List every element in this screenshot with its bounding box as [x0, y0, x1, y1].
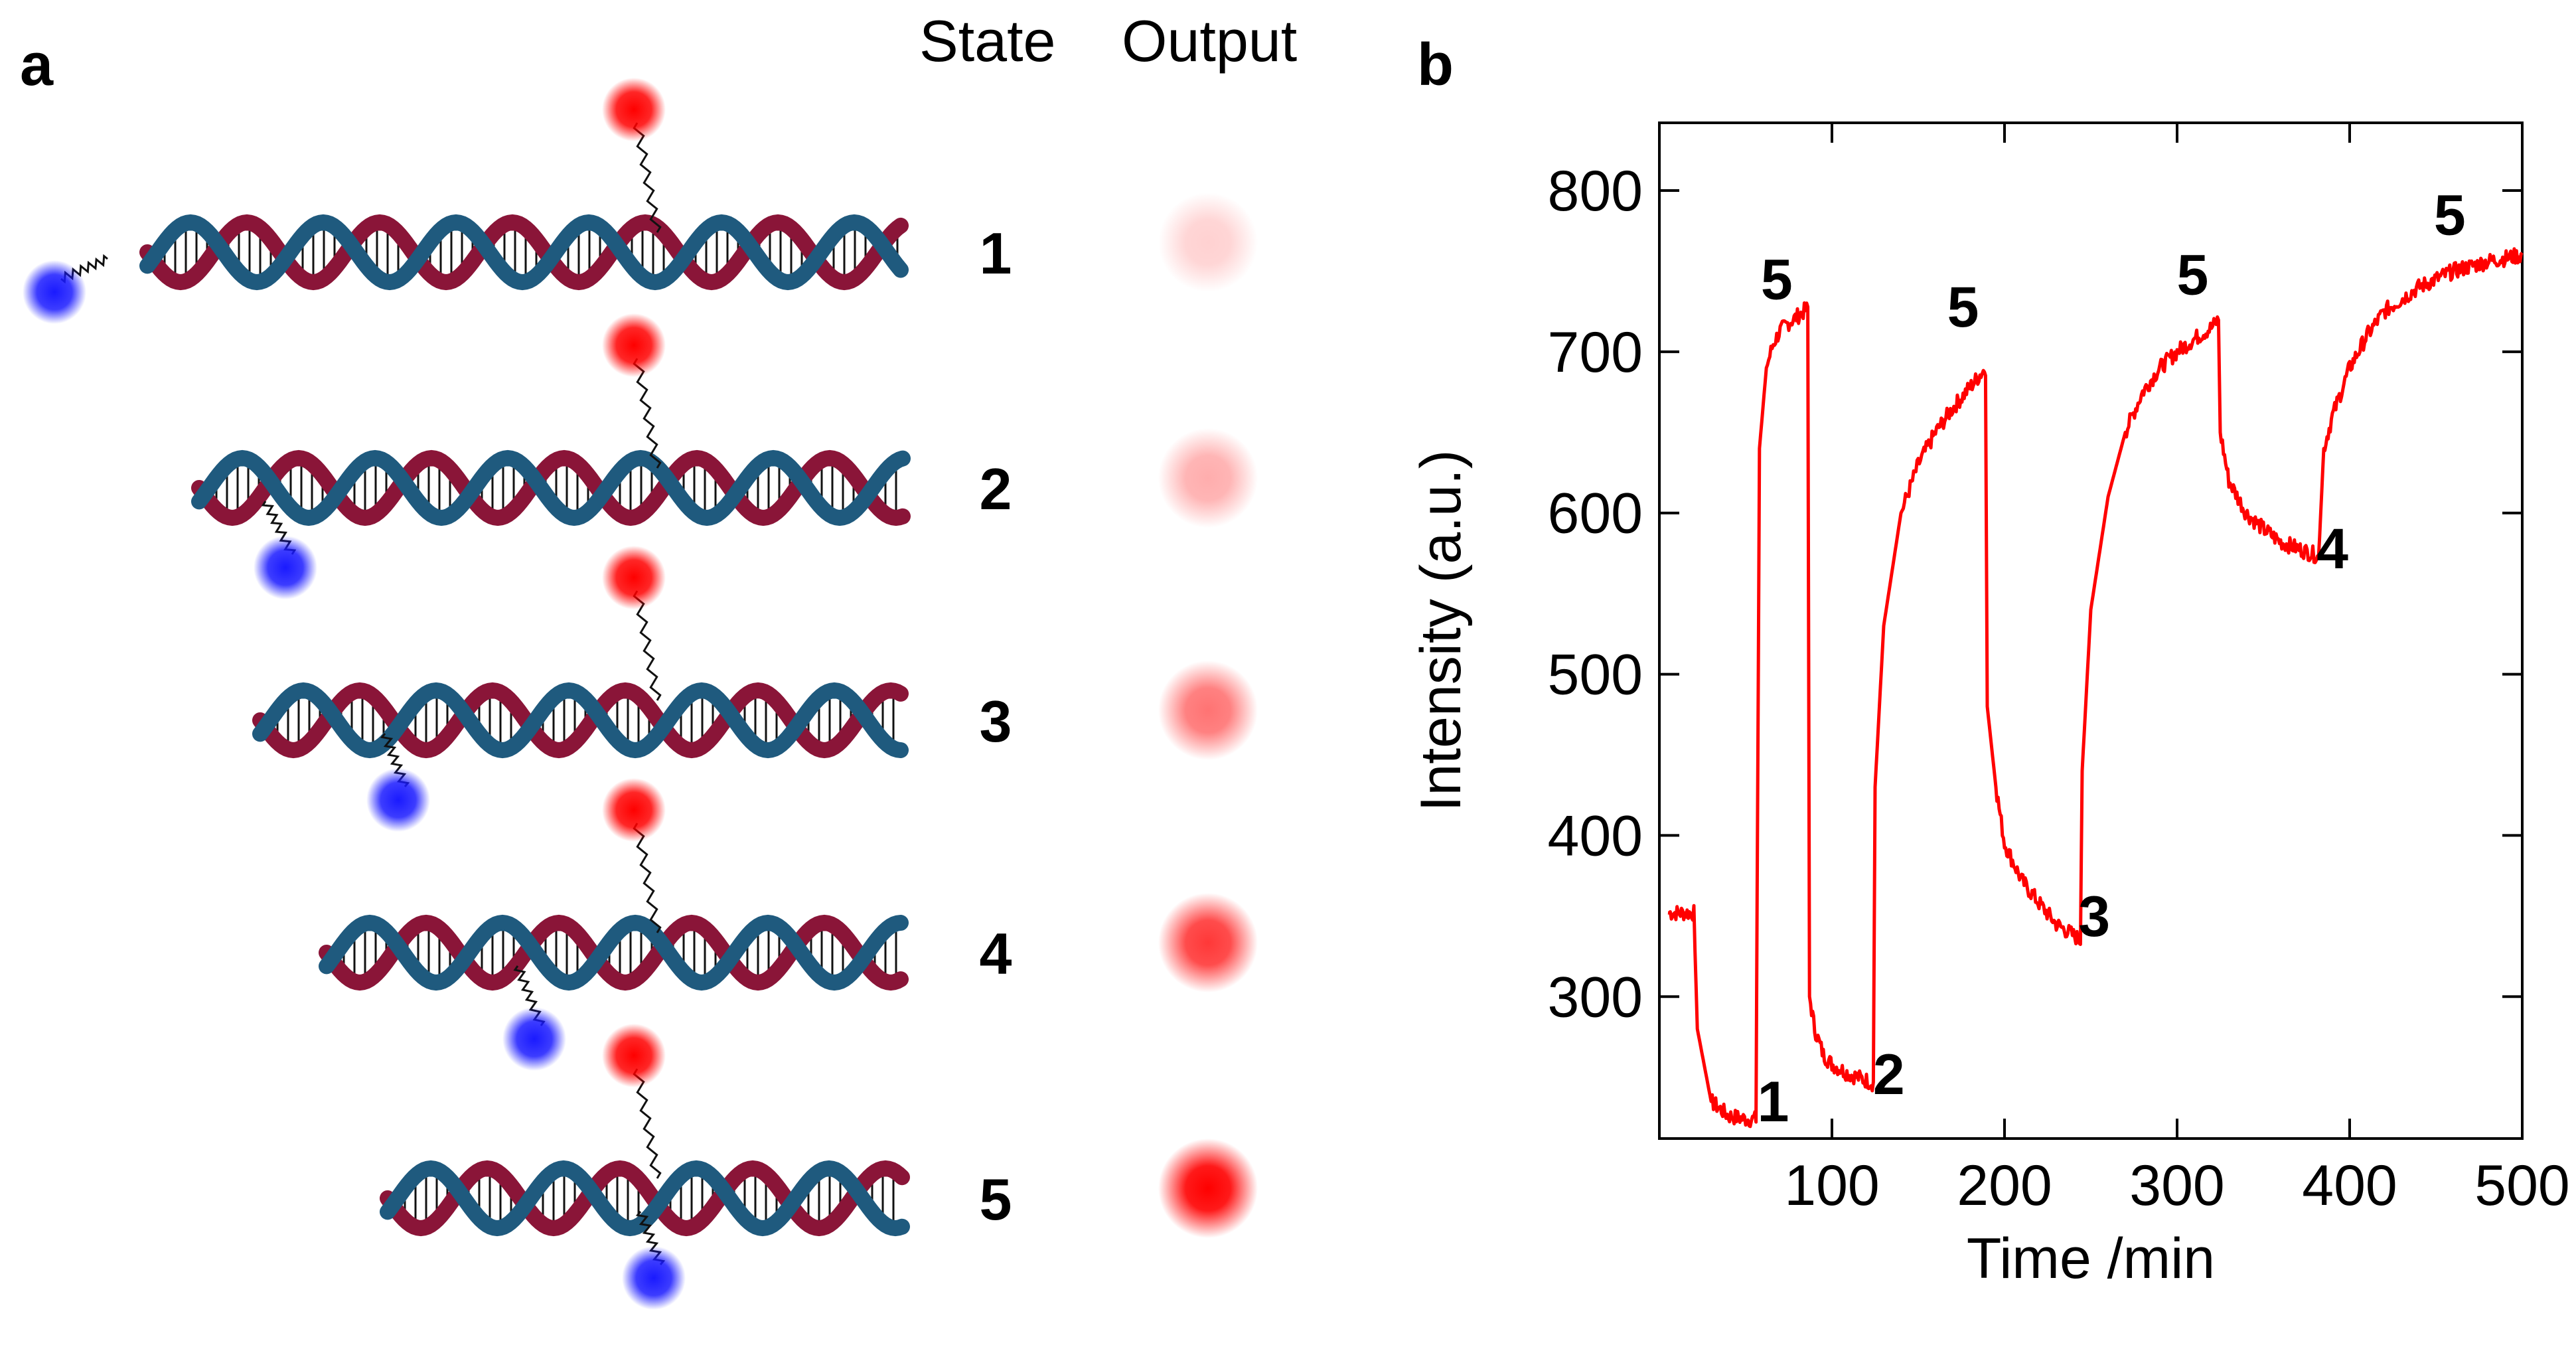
x-tick-label: 100: [1784, 1154, 1880, 1218]
state-row-3: 3: [252, 546, 1258, 832]
state-annotation: 5: [1947, 276, 1979, 339]
output-glow: [1158, 893, 1258, 992]
state-number: 2: [980, 456, 1012, 522]
linker: [633, 823, 662, 933]
dna-strand: [139, 214, 909, 291]
quencher-dot: [366, 768, 430, 832]
x-tick-label: 400: [2302, 1154, 2397, 1218]
state-annotation: 2: [1873, 1043, 1905, 1107]
x-tick-label: 300: [2129, 1154, 2225, 1218]
state-number: 3: [980, 688, 1012, 754]
dna-strand: [319, 914, 909, 991]
state-annotation: 3: [2078, 885, 2110, 949]
fluorophore-dot: [602, 1024, 666, 1087]
y-tick-label: 700: [1548, 321, 1643, 384]
dna-strand: [380, 1160, 910, 1237]
state-annotation: 5: [1761, 248, 1793, 312]
x-tick-label: 200: [1957, 1154, 2052, 1218]
dna-strand: [252, 682, 909, 759]
y-tick-label: 600: [1548, 482, 1643, 546]
fluorophore-dot: [602, 778, 666, 842]
state-number: 4: [980, 921, 1012, 987]
state-annotation: 4: [2316, 517, 2348, 581]
state-row-5: 5: [380, 1024, 1258, 1310]
dna-strand: [191, 449, 911, 526]
plot-frame: [1658, 121, 2524, 1140]
x-axis: 100 200 300 400 500: [1784, 123, 2570, 1218]
output-column-header: Output: [1122, 8, 1297, 74]
x-axis-title: Time /min: [1967, 1227, 2215, 1291]
linker: [633, 590, 662, 701]
y-tick-label: 800: [1548, 159, 1643, 223]
quencher-dot: [254, 536, 317, 599]
state-number: 5: [980, 1166, 1012, 1232]
output-glow: [1158, 1139, 1258, 1238]
state-annotation: 5: [2434, 183, 2466, 247]
panel-b: b 300 400 500 600 700 800 100 200 300 400 500 1 5 2…: [1409, 32, 2570, 1291]
state-column-header: State: [919, 8, 1055, 74]
linker: [633, 122, 662, 233]
fluorophore-dot: [602, 78, 666, 141]
linker: [633, 1068, 662, 1179]
dna-strand: [380, 1160, 910, 1237]
state-row-2: 2: [191, 313, 1258, 599]
y-tick-label: 400: [1548, 804, 1643, 868]
dna-strand: [139, 214, 909, 291]
quencher-dot: [502, 1007, 566, 1071]
y-axis: 300 400 500 600 700 800: [1548, 159, 2522, 1029]
panel-a: a State Output 1 2 3 4 5: [20, 8, 1297, 1310]
state-number: 1: [980, 220, 1012, 286]
state-rows: 1 2 3 4 5: [23, 78, 1258, 1310]
linker: [633, 358, 662, 469]
state-row-1: 1: [23, 78, 1258, 324]
fluorophore-dot: [602, 313, 666, 377]
x-tick-label: 500: [2474, 1154, 2570, 1218]
panel-a-letter: a: [20, 32, 54, 98]
y-axis-title: Intensity (a.u.): [1409, 450, 1473, 812]
intensity-trace: [1667, 247, 2524, 1129]
y-tick-label: 500: [1548, 643, 1643, 707]
panel-b-letter: b: [1417, 32, 1454, 98]
fluorophore-dot: [602, 546, 666, 609]
state-row-4: 4: [319, 778, 1258, 1071]
quencher-dot: [622, 1246, 686, 1310]
state-annotation: 1: [1758, 1070, 1789, 1134]
state-annotation: 5: [2176, 243, 2208, 307]
y-tick-label: 300: [1548, 965, 1643, 1029]
output-glow: [1158, 193, 1258, 292]
quencher-dot: [23, 260, 86, 324]
state-annotations: 1 5 2 5 3 5 4 5: [1758, 183, 2466, 1134]
dna-strand: [319, 914, 909, 991]
output-glow: [1158, 428, 1258, 528]
output-glow: [1158, 661, 1258, 760]
dna-strand: [191, 449, 911, 526]
